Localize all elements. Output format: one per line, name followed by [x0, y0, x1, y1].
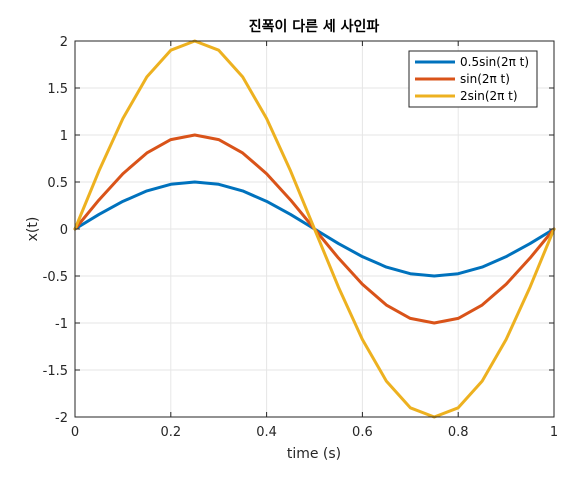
- series-layer: [73, 39, 556, 419]
- x-tick-label: 0.4: [256, 425, 277, 440]
- x-tick-label: 1: [550, 425, 558, 440]
- legend-label-3: 2sin(2π t): [460, 89, 518, 103]
- y-tick-label: 0: [60, 223, 68, 238]
- x-tick-label: 0.2: [160, 425, 181, 440]
- x-tick-label: 0.8: [448, 425, 469, 440]
- series-line-3: [73, 39, 556, 419]
- y-tick-label: 2: [60, 35, 68, 50]
- x-axis-label: time (s): [287, 446, 341, 462]
- y-tick-label: -1.5: [43, 364, 68, 379]
- y-tick-label: 1: [60, 129, 68, 144]
- legend: 0.5sin(2π t) sin(2π t) 2sin(2π t): [408, 50, 538, 108]
- x-tick-label: 0: [71, 425, 79, 440]
- ticks: 0 0.2 0.4 0.6 0.8 1 2 1.5 1 0.5 0 -0.5 -1 -1.5 -2: [43, 35, 559, 440]
- y-tick-label: -1: [55, 317, 68, 332]
- y-axis-label: x(t): [25, 217, 41, 242]
- legend-label-1: 0.5sin(2π t): [460, 55, 529, 69]
- x-tick-label: 0.6: [352, 425, 373, 440]
- legend-label-2: sin(2π t): [460, 72, 510, 86]
- y-tick-label: 0.5: [47, 176, 68, 191]
- y-tick-label: 1.5: [47, 82, 68, 97]
- y-tick-label: -0.5: [43, 270, 68, 285]
- chart-title: 진폭이 다른 세 사인파: [249, 18, 380, 35]
- y-tick-label: -2: [55, 411, 68, 426]
